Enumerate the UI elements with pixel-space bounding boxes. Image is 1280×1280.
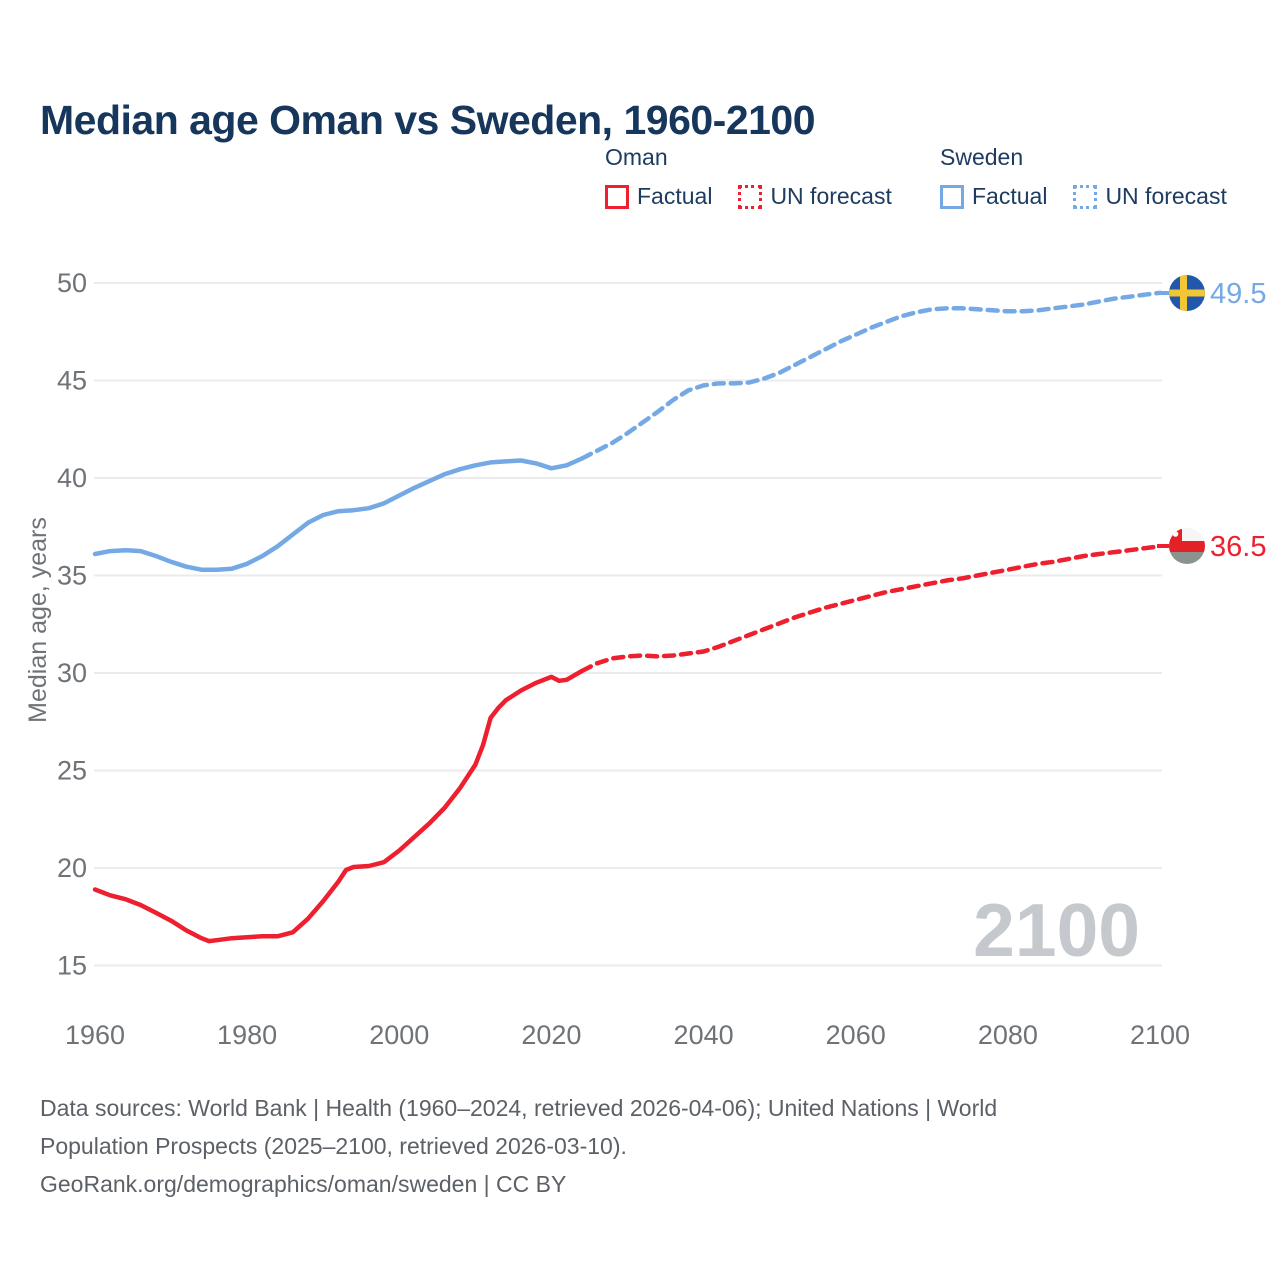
x-tick-label: 2080 <box>978 1020 1038 1050</box>
y-axis-title: Median age, years <box>24 517 52 723</box>
sweden-end-value: 49.5 <box>1210 278 1266 310</box>
x-tick-label: 1980 <box>217 1020 277 1050</box>
oman-emblem-icon <box>1172 531 1179 537</box>
legend-label-oman-factual: Factual <box>637 183 713 209</box>
legend-item-oman-forecast: UN forecast <box>738 183 892 210</box>
series-line-sweden-un-forecast <box>579 290 1163 461</box>
legend-row-oman: Factual UN forecast <box>605 183 918 210</box>
x-axis-ticks: 1960 1980 2000 2020 2040 2060 2080 2100 <box>65 1020 1190 1050</box>
y-tick-label: 45 <box>57 366 87 396</box>
x-tick-label: 2100 <box>1130 1020 1190 1050</box>
series-line-oman-factual <box>92 668 585 944</box>
y-tick-label: 20 <box>57 853 87 883</box>
oman-flag-icon <box>1169 528 1205 564</box>
legend-swatch-sweden-forecast-icon <box>1073 184 1098 209</box>
x-tick-label: 1960 <box>65 1020 125 1050</box>
y-axis-ticks: 15 20 25 30 35 40 45 50 <box>57 268 87 981</box>
y-tick-label: 35 <box>57 561 87 591</box>
x-tick-label: 2040 <box>674 1020 734 1050</box>
y-tick-label: 25 <box>57 756 87 786</box>
y-tick-label: 30 <box>57 658 87 688</box>
chart-title: Median age Oman vs Sweden, 1960-2100 <box>40 97 816 144</box>
series-lines <box>92 290 1163 944</box>
legend-item-sweden-factual: Factual <box>940 183 1047 210</box>
series-line-oman-un-forecast <box>579 544 1163 674</box>
legend-swatch-sweden-factual-icon <box>940 184 964 209</box>
y-tick-label: 15 <box>57 951 87 981</box>
legend-country-oman: Oman <box>605 144 668 170</box>
y-tick-label: 40 <box>57 463 87 493</box>
legend-item-oman-factual: Factual <box>605 183 712 210</box>
oman-end-value: 36.5 <box>1210 531 1266 563</box>
footer-attribution-line: GeoRank.org/demographics/oman/sweden | C… <box>40 1171 567 1197</box>
x-tick-label: 2060 <box>826 1020 886 1050</box>
x-tick-label: 2020 <box>521 1020 581 1050</box>
legend-country-sweden: Sweden <box>940 144 1024 170</box>
legend-group-oman: Oman Factual UN forecast <box>605 144 918 210</box>
x-tick-label: 2000 <box>369 1020 429 1050</box>
end-markers: 49.5 36.5 <box>1157 275 1266 564</box>
legend-swatch-oman-forecast-icon <box>738 184 763 209</box>
legend-label-oman-forecast: UN forecast <box>770 183 892 209</box>
legend-row-sweden: Factual UN forecast <box>940 183 1253 210</box>
legend-item-sweden-forecast: UN forecast <box>1073 183 1227 210</box>
footer-source-line-2: Population Prospects (2025–2100, retriev… <box>40 1133 627 1159</box>
legend-label-sweden-forecast: UN forecast <box>1105 183 1227 209</box>
footer: Data sources: World Bank | Health (1960–… <box>40 1089 1190 1203</box>
series-line-sweden-factual <box>92 456 585 572</box>
legend-group-sweden: Sweden Factual UN forecast <box>940 144 1253 210</box>
year-watermark: 2100 <box>973 888 1140 972</box>
gridlines <box>94 282 1162 967</box>
sweden-flag-icon <box>1169 275 1205 311</box>
legend-label-sweden-factual: Factual <box>972 183 1048 209</box>
y-tick-label: 50 <box>57 268 87 298</box>
legend-swatch-oman-factual-icon <box>605 184 629 209</box>
footer-source-line-1: Data sources: World Bank | Health (1960–… <box>40 1095 998 1121</box>
